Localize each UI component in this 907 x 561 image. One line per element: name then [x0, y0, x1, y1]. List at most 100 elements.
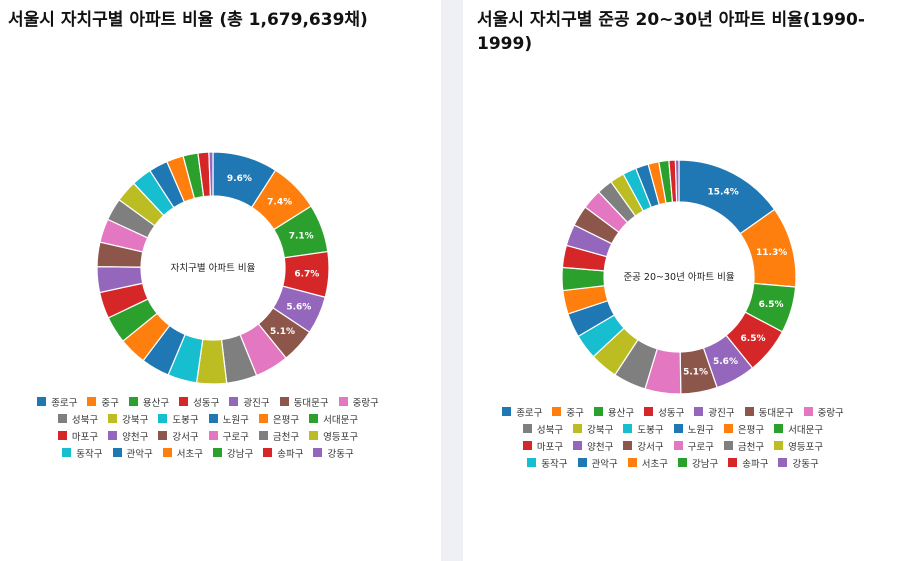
legend-swatch — [338, 397, 348, 406]
legend-item[interactable]: 마포구 — [57, 428, 98, 443]
legend-item[interactable]: 서대문구 — [309, 411, 358, 426]
legend-label: 강북구 — [587, 424, 614, 436]
legend-item[interactable]: 마포구 — [522, 438, 564, 453]
legend-item[interactable]: 성동구 — [644, 404, 684, 419]
legend-label: 도봉구 — [637, 424, 664, 436]
legend-swatch — [309, 414, 319, 423]
legend-swatch — [208, 431, 218, 440]
legend-item[interactable]: 강북구 — [573, 421, 613, 436]
legend-swatch — [723, 424, 733, 433]
legend-item[interactable]: 영등포구 — [309, 428, 358, 443]
legend-label: 동작구 — [76, 448, 103, 460]
legend-item[interactable]: 강서구 — [623, 438, 664, 453]
legend-swatch — [522, 424, 532, 433]
legend-swatch — [229, 397, 239, 406]
legend-item[interactable]: 동대문구 — [279, 394, 329, 409]
legend-label: 금천구 — [737, 441, 765, 453]
legend-swatch — [502, 407, 512, 416]
legend-swatch — [623, 441, 633, 450]
legend-item[interactable]: 용산구 — [128, 394, 170, 409]
slice-value-label: 5.6% — [713, 357, 738, 367]
legend-label: 서대문구 — [323, 414, 359, 426]
legend-item[interactable]: 양천구 — [573, 438, 613, 453]
legend-item[interactable]: 강동구 — [778, 455, 819, 470]
legend-label: 도봉구 — [172, 414, 199, 426]
chart-panel-right: 서울시 자치구별 준공 20~30년 아파트 비율(1990-1999) 15.… — [463, 0, 907, 561]
legend-item[interactable]: 중랑구 — [338, 394, 379, 409]
legend-item[interactable]: 성동구 — [179, 394, 219, 409]
donut-slice — [674, 159, 680, 203]
legend-swatch — [573, 441, 583, 450]
legend-item[interactable]: 광진구 — [229, 394, 270, 409]
legend-item[interactable]: 도봉구 — [623, 421, 664, 436]
legend-item[interactable]: 강남구 — [213, 445, 253, 460]
chart-title: 서울시 자치구별 아파트 비율 (총 1,679,639채) — [8, 10, 368, 30]
legend-label: 용산구 — [607, 407, 635, 419]
legend-item[interactable]: 노원구 — [673, 421, 714, 436]
legend-label: 마포구 — [536, 441, 564, 453]
legend-label: 강서구 — [172, 431, 199, 443]
legend-label: 은평구 — [737, 424, 765, 436]
legend-label: 동대문구 — [293, 397, 329, 409]
legend-item[interactable]: 서초구 — [162, 445, 203, 460]
chart-title: 서울시 자치구별 준공 20~30년 아파트 비율(1990-1999) — [477, 10, 865, 54]
legend-item[interactable]: 중랑구 — [803, 404, 844, 419]
legend-label: 강서구 — [637, 441, 664, 453]
legend-item[interactable]: 관악구 — [112, 445, 153, 460]
legend-swatch — [673, 424, 683, 433]
legend-item[interactable]: 영등포구 — [774, 438, 823, 453]
legend-label: 서초구 — [176, 448, 203, 460]
legend-label: 양천구 — [587, 441, 614, 453]
legend-swatch — [258, 414, 268, 423]
legend-label: 중랑구 — [352, 397, 379, 409]
legend-item[interactable]: 강서구 — [158, 428, 199, 443]
legend-label: 동작구 — [541, 458, 568, 470]
legend-swatch — [593, 407, 603, 416]
legend-item[interactable]: 관악구 — [577, 455, 618, 470]
legend-item[interactable]: 은평구 — [258, 411, 299, 426]
legend-swatch — [128, 397, 138, 406]
legend-label: 금천구 — [272, 431, 300, 443]
legend-item[interactable]: 성북구 — [57, 411, 98, 426]
legend-label: 노원구 — [222, 414, 249, 426]
slice-value-label: 6.7% — [294, 269, 319, 279]
legend-item[interactable]: 동대문구 — [744, 404, 794, 419]
legend-item[interactable]: 동작구 — [62, 445, 103, 460]
legend-item[interactable]: 성북구 — [522, 421, 563, 436]
legend-item[interactable]: 금천구 — [723, 438, 765, 453]
legend-label: 노원구 — [687, 424, 714, 436]
legend-item[interactable]: 양천구 — [108, 428, 148, 443]
legend-swatch — [678, 458, 687, 467]
legend-item[interactable]: 구로구 — [673, 438, 714, 453]
legend-item[interactable]: 동작구 — [527, 455, 568, 470]
legend-item[interactable]: 구로구 — [208, 428, 249, 443]
slice-value-label: 7.1% — [289, 232, 314, 242]
legend-item[interactable]: 은평구 — [723, 421, 765, 436]
legend-item[interactable]: 금천구 — [258, 428, 300, 443]
legend-item[interactable]: 노원구 — [208, 411, 249, 426]
legend-label: 관악구 — [591, 458, 618, 470]
legend-item[interactable]: 강북구 — [108, 411, 148, 426]
legend-swatch — [803, 407, 813, 416]
slice-value-label: 6.5% — [759, 300, 784, 310]
legend-item[interactable]: 용산구 — [593, 404, 635, 419]
legend-item[interactable]: 서대문구 — [774, 421, 823, 436]
legend-item[interactable]: 강동구 — [313, 445, 354, 460]
legend-item[interactable]: 강남구 — [678, 455, 718, 470]
legend-item[interactable]: 도봉구 — [158, 411, 199, 426]
legend-label: 성동구 — [193, 397, 220, 409]
legend-item[interactable]: 중구 — [87, 394, 119, 409]
legend-item[interactable]: 종로구 — [502, 404, 542, 419]
legend-item[interactable]: 광진구 — [694, 404, 735, 419]
legend-item[interactable]: 종로구 — [37, 394, 77, 409]
legend-label: 광진구 — [243, 397, 270, 409]
legend-item[interactable]: 중구 — [552, 404, 584, 419]
legend-label: 용산구 — [142, 397, 170, 409]
legend-swatch — [108, 414, 118, 423]
legend-swatch — [313, 448, 323, 457]
legend-swatch — [279, 397, 289, 406]
legend-item[interactable]: 송파구 — [263, 445, 303, 460]
legend-item[interactable]: 송파구 — [728, 455, 768, 470]
legend-item[interactable]: 서초구 — [627, 455, 668, 470]
